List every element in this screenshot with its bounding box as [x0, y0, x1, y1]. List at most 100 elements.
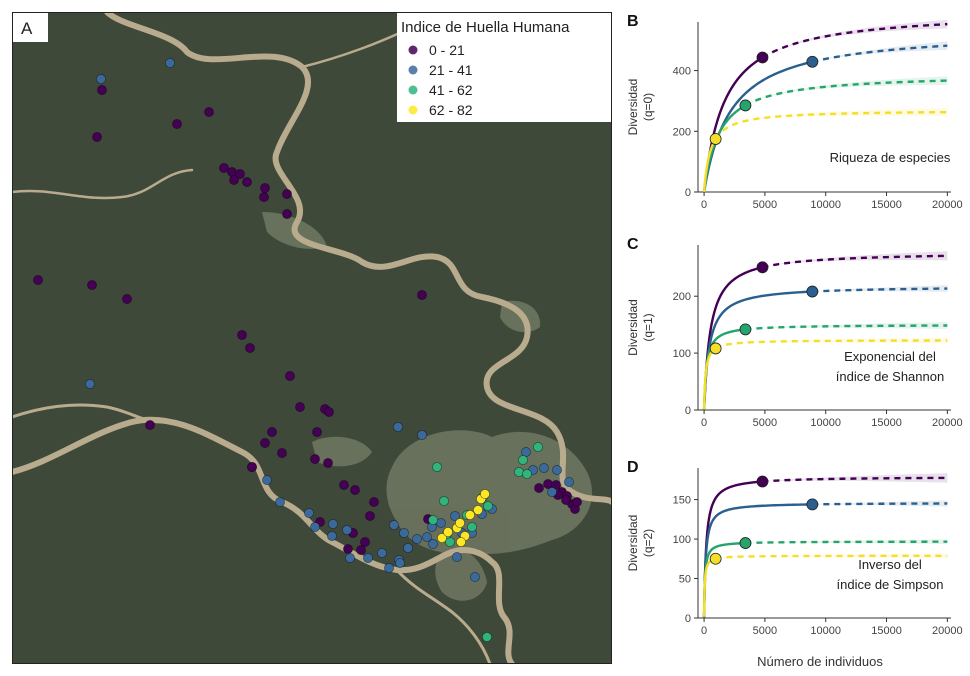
map-point-0-21-4	[219, 163, 229, 173]
panel-label-a: A	[21, 19, 33, 38]
rarefaction-line	[702, 503, 813, 618]
map-point-21-41-11	[304, 508, 314, 518]
extrapolation-line	[762, 254, 948, 269]
map-point-21-41-16	[345, 553, 355, 563]
observed-point	[739, 99, 752, 112]
map-point-21-41-18	[377, 548, 387, 558]
map-point-21-41-13	[328, 519, 338, 529]
legend-label-3: 62 - 82	[429, 102, 473, 118]
map-point-21-41-38	[395, 558, 405, 568]
panel-annotation: Inverso del	[858, 557, 922, 572]
map-point-21-41-2	[85, 379, 95, 389]
y-axis-title: Diversidad	[626, 79, 640, 136]
rarefaction-line	[702, 138, 717, 192]
map-point-21-41-36	[452, 552, 462, 562]
map-point-0-21-14	[87, 280, 97, 290]
map-point-0-21-19	[295, 402, 305, 412]
legend-swatch-0	[408, 45, 418, 55]
y-axis-title-order: (q=0)	[641, 93, 655, 121]
map-point-21-41-25	[422, 532, 432, 542]
map-point-62-82-6	[456, 537, 466, 547]
map-point-0-21-27	[323, 458, 333, 468]
map-point-41-62-13	[533, 442, 543, 452]
map-point-0-21-1	[92, 132, 102, 142]
legend-label-0: 0 - 21	[429, 42, 465, 58]
legend-swatch-3	[408, 105, 418, 115]
map-point-62-82-8	[443, 527, 453, 537]
map-point-21-41-7	[552, 465, 562, 475]
map-point-41-62-9	[522, 469, 532, 479]
y-tick-label-2: 100	[673, 534, 691, 546]
panel-annotation-line2: índice de Shannon	[836, 369, 944, 384]
series-d-1	[702, 498, 948, 618]
panel-label-a-box: A	[12, 12, 48, 42]
series-b-1	[702, 41, 948, 193]
map-point-0-21-21	[324, 407, 334, 417]
map-point-0-21-3	[204, 107, 214, 117]
map-point-0-21-5	[227, 167, 237, 177]
map-point-21-41-19	[384, 563, 394, 573]
observed-point	[756, 475, 769, 488]
confidence-band	[745, 76, 948, 106]
y-tick-label-1: 50	[679, 574, 691, 586]
series-b-2	[702, 76, 948, 193]
observed-point	[709, 342, 722, 355]
panel-label-d: D	[627, 459, 639, 476]
observed-point	[709, 552, 722, 565]
map-point-0-21-11	[282, 189, 292, 199]
map-point-0-21-24	[277, 448, 287, 458]
map-point-0-21-2	[172, 119, 182, 129]
observed-point	[806, 55, 819, 68]
map-point-0-21-17	[245, 343, 255, 353]
confidence-band	[715, 107, 948, 140]
map-point-0-21-51	[365, 511, 375, 521]
extrapolation-line	[744, 79, 948, 107]
map-point-21-41-21	[389, 520, 399, 530]
map-point-21-41-6	[539, 463, 549, 473]
map-point-0-21-10	[259, 192, 269, 202]
x-tick-label-1: 5000	[753, 199, 777, 211]
map-point-0-21-22	[267, 427, 277, 437]
map-point-0-21-29	[339, 480, 349, 490]
x-tick-label-1: 5000	[753, 417, 777, 429]
map-point-0-21-9	[260, 183, 270, 193]
map-point-0-21-8	[229, 175, 239, 185]
legend: Indice de Huella Humana 0 - 21 21 - 41 41 …	[397, 12, 612, 122]
panel-annotation: Exponencial del	[844, 349, 936, 364]
map-point-0-21-30	[350, 485, 360, 495]
map-point-21-41-10	[275, 497, 285, 507]
y-axis-title-order: (q=1)	[641, 313, 655, 341]
observed-point	[806, 285, 819, 298]
map-point-0-21-16	[237, 330, 247, 340]
map-point-0-21-25	[312, 427, 322, 437]
y-axis-title-order: (q=2)	[641, 529, 655, 557]
x-axis-title: Número de individuos	[757, 654, 883, 669]
x-tick-label-2: 10000	[810, 417, 841, 429]
map-point-41-62-4	[467, 522, 477, 532]
x-tick-label-0: 0	[701, 417, 707, 429]
map-points	[33, 58, 582, 642]
extrapolation-line	[745, 324, 948, 331]
x-tick-label-3: 15000	[871, 417, 902, 429]
confidence-band	[715, 337, 948, 349]
rarefaction-line	[702, 266, 763, 410]
x-tick-label-4: 20000	[932, 199, 963, 211]
extrapolation-line	[812, 44, 948, 63]
x-tick-label-3: 15000	[871, 199, 902, 211]
observed-point	[739, 537, 752, 549]
map-point-21-41-33	[547, 487, 557, 497]
series-b-3	[702, 107, 948, 192]
y-tick-label-0: 0	[685, 405, 691, 417]
extrapolation-line	[761, 22, 948, 59]
series-d-0	[702, 473, 948, 618]
rivers	[12, 12, 612, 664]
map-point-41-62-5	[483, 501, 493, 511]
map-point-0-21-31	[369, 497, 379, 507]
series-c-2	[702, 322, 948, 410]
extrapolation-line	[745, 540, 948, 545]
map-point-41-62-11	[432, 462, 442, 472]
map-point-21-41-37	[470, 572, 480, 582]
map-point-21-41-0	[96, 74, 106, 84]
map-point-0-21-46	[572, 497, 582, 507]
